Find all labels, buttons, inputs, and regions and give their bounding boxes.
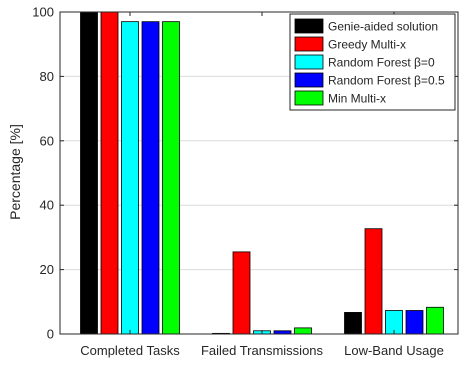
- bar-1-series-1: [80, 11, 98, 335]
- y-tick-label: 80: [40, 69, 54, 84]
- y-tick-label: 100: [32, 5, 54, 20]
- legend-swatch-5: [294, 90, 324, 106]
- bar-1-series-5: [162, 21, 180, 335]
- x-tick-label: Low-Band Usage: [344, 343, 444, 358]
- legend-label-3: Random Forest β=0: [328, 56, 435, 70]
- y-tick-label: 40: [40, 198, 54, 213]
- legend-label-5: Min Multi-x: [328, 92, 386, 106]
- bar-2-series-5: [294, 327, 312, 335]
- x-tick-label: Completed Tasks: [80, 343, 180, 358]
- bar-3-series-5: [426, 306, 444, 335]
- bars: [80, 11, 444, 335]
- legend-swatch-4: [294, 72, 324, 88]
- legend-label-1: Genie-aided solution: [328, 20, 438, 34]
- legend-swatch-3: [294, 54, 324, 70]
- bar-1-series-4: [141, 21, 160, 335]
- y-tick-label: 0: [47, 327, 54, 342]
- axes-box: [59, 11, 459, 335]
- bar-3-series-4: [405, 310, 424, 335]
- legend-label-2: Greedy Multi-x: [328, 38, 406, 52]
- x-tick-label: Failed Transmissions: [201, 343, 324, 358]
- bar-2-series-2: [232, 251, 251, 335]
- legend: Genie-aided solution Greedy Multi-x Random…: [289, 13, 456, 111]
- y-tick-label: 20: [40, 262, 54, 277]
- legend-swatch-1: [294, 18, 324, 34]
- bar-3-series-1: [344, 312, 362, 335]
- bar-3-series-2: [364, 228, 383, 335]
- axes: 0 20 40 60 80 100 Completed Tasks Failed Transm…: [32, 5, 459, 358]
- y-tick-label: 60: [40, 133, 54, 148]
- legend-swatch-2: [294, 36, 324, 52]
- legend-label-4: Random Forest β=0.5: [328, 74, 445, 88]
- bar-1-series-3: [121, 21, 139, 335]
- y-axis-label: Percentage [%]: [7, 124, 23, 220]
- bar-1-series-2: [100, 11, 119, 335]
